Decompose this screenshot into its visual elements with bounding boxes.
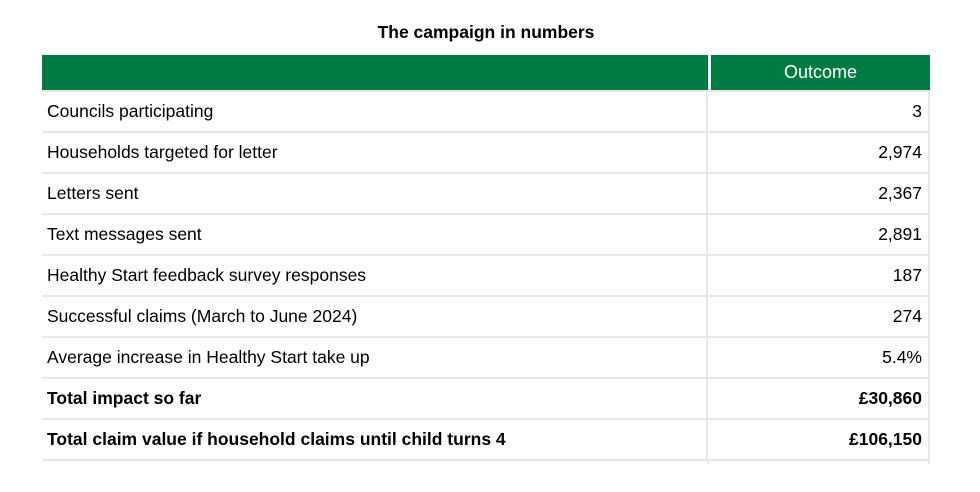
table-bottom-border-extension bbox=[42, 459, 928, 464]
table-row: Households targeted for letter 2,974 bbox=[42, 131, 928, 172]
table-row: Letters sent 2,367 bbox=[42, 172, 928, 213]
row-value: 187 bbox=[706, 256, 928, 295]
row-value: 5.4% bbox=[706, 338, 928, 377]
row-label: Text messages sent bbox=[47, 224, 202, 244]
row-value: 3 bbox=[706, 92, 928, 131]
table-row: Average increase in Healthy Start take u… bbox=[42, 336, 928, 377]
table-row: Successful claims (March to June 2024) 2… bbox=[42, 295, 928, 336]
header-spacer-cell bbox=[42, 55, 708, 90]
table-row: Total claim value if household claims un… bbox=[42, 418, 928, 459]
row-value: £30,860 bbox=[706, 379, 928, 418]
table-body: Councils participating 3 Households targ… bbox=[42, 90, 930, 464]
table-row: Healthy Start feedback survey responses … bbox=[42, 254, 928, 295]
row-value: 2,367 bbox=[706, 174, 928, 213]
table-row: Text messages sent 2,891 bbox=[42, 213, 928, 254]
table-row: Councils participating 3 bbox=[42, 90, 928, 131]
row-value: £106,150 bbox=[706, 420, 928, 459]
row-label: Average increase in Healthy Start take u… bbox=[47, 347, 370, 367]
row-label: Total impact so far bbox=[47, 388, 202, 408]
row-label: Letters sent bbox=[47, 183, 139, 203]
row-label: Successful claims (March to June 2024) bbox=[47, 306, 358, 326]
row-value: 2,891 bbox=[706, 215, 928, 254]
row-label: Healthy Start feedback survey responses bbox=[47, 265, 367, 285]
row-label: Households targeted for letter bbox=[47, 142, 278, 162]
outcome-header-cell: Outcome bbox=[708, 55, 930, 90]
table-header-row: Outcome bbox=[42, 55, 930, 90]
campaign-table: Outcome Councils participating 3 Househo… bbox=[42, 55, 930, 464]
table-row: Total impact so far £30,860 bbox=[42, 377, 928, 418]
row-label: Councils participating bbox=[47, 101, 214, 121]
page-title: The campaign in numbers bbox=[377, 22, 595, 42]
row-value: 2,974 bbox=[706, 133, 928, 172]
row-value: 274 bbox=[706, 297, 928, 336]
row-label: Total claim value if household claims un… bbox=[47, 429, 506, 449]
